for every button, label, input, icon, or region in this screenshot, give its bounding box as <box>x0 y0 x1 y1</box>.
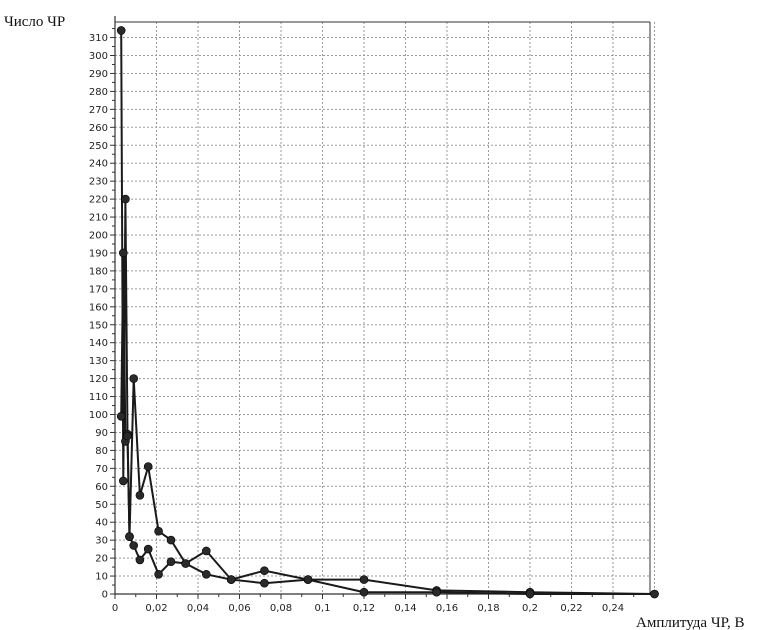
series-2-point <box>116 411 126 421</box>
series-2-point <box>260 578 269 588</box>
series-2-point <box>650 589 659 599</box>
plot-frame <box>114 16 651 595</box>
series-2-point <box>166 557 176 567</box>
y-tick-label: 50 <box>95 500 108 511</box>
series-1-point <box>359 575 369 584</box>
y-tick-label: 300 <box>89 51 108 62</box>
series-2-point <box>525 589 535 599</box>
y-tick-labels: 0 10 20 30 40 50 60 70 80 90 100 110 120 130 140 150 160… <box>89 28 115 601</box>
x-tick-labels: 0 0,02 0,04 0,06 0,08 0,1 0,12 0,14 0,16 0,18 0,2 0… <box>112 594 635 614</box>
series-group <box>116 26 659 599</box>
y-tick-label: 10 <box>95 572 108 583</box>
x-tick-label: 0,1 <box>315 603 331 614</box>
y-tick-label: 0 <box>102 590 108 601</box>
x-tick-label: 0,08 <box>270 603 292 614</box>
x-tick-label: 0,16 <box>436 603 458 614</box>
series-1-point <box>143 462 153 471</box>
series-2-point <box>181 559 190 568</box>
x-tick-label: 0,02 <box>145 603 167 614</box>
series-2-point <box>125 532 134 541</box>
y-tick-label: 40 <box>95 518 108 529</box>
x-tick-label: 0,22 <box>560 603 582 614</box>
series-2-point <box>226 575 236 584</box>
series-2-point <box>143 544 153 554</box>
series-1-point <box>116 26 126 35</box>
series-2-point <box>359 587 369 597</box>
y-tick-label: 180 <box>89 266 108 277</box>
y-tick-label: 220 <box>89 195 108 206</box>
x-tick-label: 0,06 <box>228 603 250 614</box>
y-tick-label: 280 <box>89 87 108 98</box>
y-tick-label: 30 <box>95 536 108 547</box>
series-2-point <box>303 575 313 584</box>
y-tick-label: 190 <box>89 248 108 259</box>
x-tick-label: 0 <box>112 603 118 614</box>
series-1-point <box>129 374 138 383</box>
y-tick-label: 100 <box>89 410 108 421</box>
y-tick-label: 120 <box>89 374 108 385</box>
series-1-point <box>166 535 176 545</box>
series-1-point <box>135 490 145 500</box>
series-1-line <box>120 30 655 595</box>
y-tick-label: 140 <box>89 338 108 349</box>
x-tick-label: 0,12 <box>353 603 375 614</box>
y-tick-label: 160 <box>89 302 108 313</box>
x-tick-label: 0,24 <box>602 603 624 614</box>
series-1-point <box>121 194 130 204</box>
y-tick-label: 210 <box>89 213 108 224</box>
series-2-point <box>202 546 211 556</box>
series-2-point <box>432 587 441 597</box>
y-tick-label: 170 <box>89 284 108 295</box>
series-2-point <box>129 541 138 550</box>
y-tick-label: 110 <box>89 392 108 403</box>
y-tick-label: 70 <box>95 464 108 475</box>
x-tick-label: 0,04 <box>187 603 209 614</box>
y-tick-label: 240 <box>89 159 108 170</box>
y-tick-label: 90 <box>95 428 108 439</box>
y-tick-label: 20 <box>95 554 108 565</box>
y-tick-label: 150 <box>89 320 108 331</box>
series-1-point <box>202 569 211 579</box>
y-tick-label: 270 <box>89 105 108 116</box>
x-tick-label: 0,14 <box>394 603 416 614</box>
x-tick-label: 0,2 <box>522 603 538 614</box>
y-tick-label: 230 <box>89 177 108 188</box>
y-tick-label: 310 <box>89 33 108 44</box>
x-axis-title: Амплитуда ЧР, В <box>636 615 745 630</box>
series-2-line <box>120 252 655 595</box>
series-2-point <box>154 569 163 579</box>
y-tick-label: 130 <box>89 356 108 367</box>
y-tick-label: 260 <box>89 123 108 134</box>
y-tick-label: 60 <box>95 482 108 493</box>
y-tick-label: 200 <box>89 231 108 242</box>
grid <box>114 22 655 595</box>
y-tick-label: 80 <box>95 446 108 457</box>
series-1-point <box>260 566 269 576</box>
x-tick-label: 0,18 <box>477 603 499 614</box>
series-2-point <box>135 555 145 565</box>
series-2-point <box>123 431 132 441</box>
y-tick-label: 250 <box>89 141 108 152</box>
series-1-point <box>119 476 128 486</box>
series-1-point <box>154 526 163 536</box>
series-2-point <box>119 248 128 258</box>
y-tick-label: 290 <box>89 69 108 80</box>
y-axis-title: Число ЧР <box>4 14 65 30</box>
